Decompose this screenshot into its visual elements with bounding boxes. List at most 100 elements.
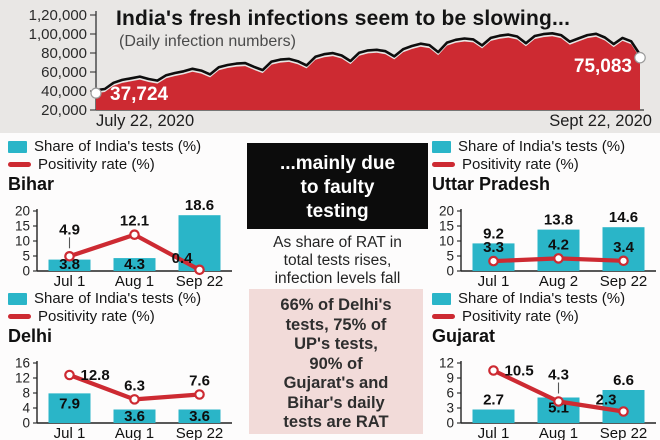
tests-share-bar [472,409,515,423]
y-tick-label: 0 [446,264,454,279]
legend-tests: Share of India's tests (%) [8,290,238,307]
positivity-point-marker [488,255,499,267]
pink-line: tests are RAT [283,413,389,431]
end-point-marker [634,51,646,64]
bihar-chart-block: Share of India's tests (%) Positivity ra… [6,138,238,289]
bar-swatch-icon [8,140,27,153]
bar-value-label: 7.9 [59,395,80,412]
line-value-label: 4.9 [59,221,80,238]
region-title: Bihar [8,174,55,194]
line-value-label: 10.5 [505,363,534,380]
y-tick-label: 15 [15,219,30,234]
x-category-label: Aug 2 [539,273,578,289]
line-value-label: 3.3 [483,239,504,256]
x-category-label: Jul 1 [478,425,510,440]
positivity-point-marker [129,394,140,405]
bar-swatch-icon [432,292,451,305]
gujarat-chart-block: Share of India's tests (%) Positivity ra… [430,290,660,440]
positivity-point-marker [553,253,564,264]
bar-value-label: 3.6 [124,408,145,425]
x-category-label: Aug 1 [115,425,154,440]
x-category-label: Aug 1 [115,273,154,289]
delhi-chart-block: Share of India's tests (%) Positivity ra… [6,290,238,440]
bar-value-label: 9.2 [483,225,504,242]
positivity-point-marker [618,255,629,267]
pink-line: Bihar's daily [287,393,385,412]
line-value-label: 3.4 [613,239,635,256]
start-value-label: 37,724 [110,84,169,105]
positivity-point-marker [129,229,140,240]
chart-title: India's fresh infections seem to be slow… [116,7,571,30]
line-value-label: 4.2 [548,236,569,253]
bar-value-label: 4.3 [124,256,145,273]
y-tick-label: 10 [15,234,30,249]
y-tick-label: 4 [22,401,30,416]
line-swatch-icon [8,314,31,319]
positivity-point-marker [194,389,205,400]
legend-positivity: Positivity rate (%) [8,308,238,325]
bar-value-label: 3.6 [189,408,210,425]
tests-share-bar [113,258,156,271]
region-title: Delhi [8,326,53,346]
legend-tests-label: Share of India's tests (%) [458,290,626,307]
y-tick-label: 60,000 [41,64,87,81]
bar-value-label: 3.8 [59,256,80,273]
y-tick-label: 40,000 [41,83,87,100]
legend-positivity-label: Positivity rate (%) [462,308,579,325]
legend-positivity: Positivity rate (%) [432,156,660,173]
positivity-point-marker [64,250,75,262]
y-tick-label: 9 [446,371,454,386]
legend-tests: Share of India's tests (%) [8,138,238,155]
legend-tests-label: Share of India's tests (%) [34,138,202,155]
positivity-point-marker [64,369,75,381]
note-line: total tests rises, [283,252,392,269]
pink-line: 90% of [309,354,363,373]
x-category-label: Aug 1 [539,425,578,440]
bar-value-label: 6.6 [613,372,634,389]
bar-swatch-icon [8,292,27,305]
start-point-marker [90,87,102,99]
tests-share-bar [178,409,221,423]
line-swatch-icon [432,162,455,167]
line-value-label: 12.1 [120,213,149,230]
pink-line: tests, 75% of [285,315,387,334]
bar-value-label: 14.6 [609,209,638,226]
positivity-point-marker [618,406,629,417]
x-category-label: Jul 1 [54,273,86,289]
legend-positivity-label: Positivity rate (%) [38,156,155,173]
y-tick-label: 6 [446,386,454,401]
pink-line: 66% of Delhi's [280,296,392,314]
bar-value-label: 13.8 [544,212,573,229]
x-axis-start-label: July 22, 2020 [96,112,195,130]
positivity-point-marker [194,264,205,276]
positivity-point-marker [553,396,564,407]
y-tick-label: 1,00,000 [29,26,87,43]
tests-share-bar [48,259,91,271]
pink-line: UP's tests, [294,335,378,353]
bar-swatch-icon [432,140,451,153]
headline-line: testing [306,201,369,222]
positivity-point-marker [488,365,499,376]
region-title: Uttar Pradesh [432,174,551,194]
line-value-label: 2.3 [596,392,617,409]
y-tick-label: 80,000 [41,45,87,62]
y-tick-label: 5 [22,249,30,264]
headline-callout: ...mainly due to faulty testing [247,143,428,229]
x-category-label: Sep 22 [600,425,648,440]
rat-note: As share of RAT in total tests rises, in… [238,234,437,288]
area-chart-canvas: 1,20,000 1,00,000 80,000 60,000 40,000 20,000 [29,7,646,119]
legend-tests-label: Share of India's tests (%) [458,138,626,155]
x-category-label: Jul 1 [54,425,86,440]
rat-share-callout: 66% of Delhi's tests, 75% of UP's tests,… [249,289,423,434]
x-category-label: Jul 1 [478,273,510,289]
legend-positivity: Positivity rate (%) [432,308,660,325]
y-tick-label: 16 [15,356,30,371]
y-tick-label: 12 [15,371,30,386]
line-value-label: 4.3 [548,367,569,384]
line-value-label: 7.6 [189,373,210,390]
line-value-label: 0.4 [172,250,194,267]
bar-value-label: 2.7 [483,392,504,409]
